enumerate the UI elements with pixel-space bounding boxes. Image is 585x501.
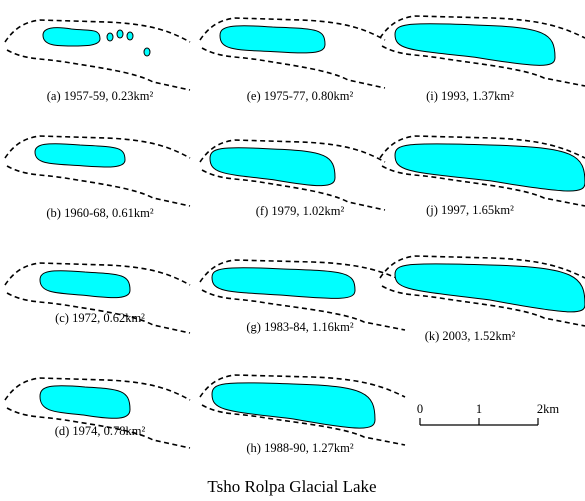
panel: (a) 1957-59, 0.23km² <box>4 19 191 103</box>
moraine-outline <box>381 285 585 327</box>
panel: (g) 1983-84, 1.16km² <box>199 259 406 334</box>
scale-label: 2km <box>537 402 560 416</box>
panel: (i) 1993, 1.37km² <box>379 15 585 103</box>
moraine-outline <box>201 169 386 211</box>
moraine-outline <box>381 165 585 207</box>
lake-islet <box>126 31 134 41</box>
panel: (d) 1974, 0.78km² <box>4 377 191 449</box>
panel-caption: (c) 1972, 0.62km² <box>55 311 145 325</box>
panel-caption: (d) 1974, 0.78km² <box>55 424 146 438</box>
moraine-outline <box>201 47 386 89</box>
panel-caption: (j) 1997, 1.65km² <box>426 203 514 217</box>
scale-label: 0 <box>417 402 423 416</box>
moraine-outline <box>381 45 585 87</box>
moraine-outline <box>6 292 191 334</box>
panel: (e) 1975-77, 0.80km² <box>199 17 386 103</box>
panel-caption: (i) 1993, 1.37km² <box>426 89 514 103</box>
lake <box>219 25 326 54</box>
scale-label: 1 <box>476 402 482 416</box>
moraine-outline <box>199 374 406 398</box>
panels: (a) 1957-59, 0.23km² (b) 1960-68, 0.61km²… <box>4 15 585 455</box>
lake <box>34 143 126 168</box>
scale-bar: 0 1 2km <box>417 402 560 426</box>
panel: (c) 1972, 0.62km² <box>4 262 191 334</box>
moraine-outline <box>6 165 191 207</box>
figure-title: Tsho Rolpa Glacial Lake <box>207 477 376 496</box>
lake <box>394 23 556 66</box>
lake-islet <box>106 32 114 42</box>
panel: (b) 1960-68, 0.61km² <box>4 135 191 220</box>
moraine-outline <box>379 135 585 159</box>
panel: (j) 1997, 1.65km² <box>379 135 585 217</box>
lake <box>394 263 585 313</box>
moraine-outline <box>201 289 406 331</box>
moraine-outline <box>6 407 191 449</box>
lake <box>209 147 336 187</box>
moraine-outline <box>201 404 406 446</box>
lake <box>42 27 101 47</box>
lake <box>39 270 131 299</box>
panel-caption: (b) 1960-68, 0.61km² <box>46 206 153 220</box>
lake <box>211 267 356 299</box>
lake-islet <box>116 29 124 39</box>
lake <box>211 382 376 429</box>
panel-caption: (k) 2003, 1.52km² <box>425 329 516 343</box>
moraine-outline <box>6 49 191 91</box>
panel-caption: (f) 1979, 1.02km² <box>256 204 345 218</box>
panel: (k) 2003, 1.52km² <box>379 255 585 343</box>
lake <box>394 143 585 192</box>
moraine-outline <box>199 259 406 283</box>
panel-caption: (g) 1983-84, 1.16km² <box>246 320 353 334</box>
panel: (f) 1979, 1.02km² <box>199 139 386 218</box>
moraine-outline <box>379 255 585 279</box>
panel-caption: (e) 1975-77, 0.80km² <box>247 89 354 103</box>
lake <box>39 385 131 419</box>
panel-caption: (a) 1957-59, 0.23km² <box>47 89 154 103</box>
panel: (h) 1988-90, 1.27km² <box>199 374 406 455</box>
panel-caption: (h) 1988-90, 1.27km² <box>246 441 353 455</box>
lake-islet <box>143 47 151 57</box>
moraine-outline <box>379 15 585 39</box>
